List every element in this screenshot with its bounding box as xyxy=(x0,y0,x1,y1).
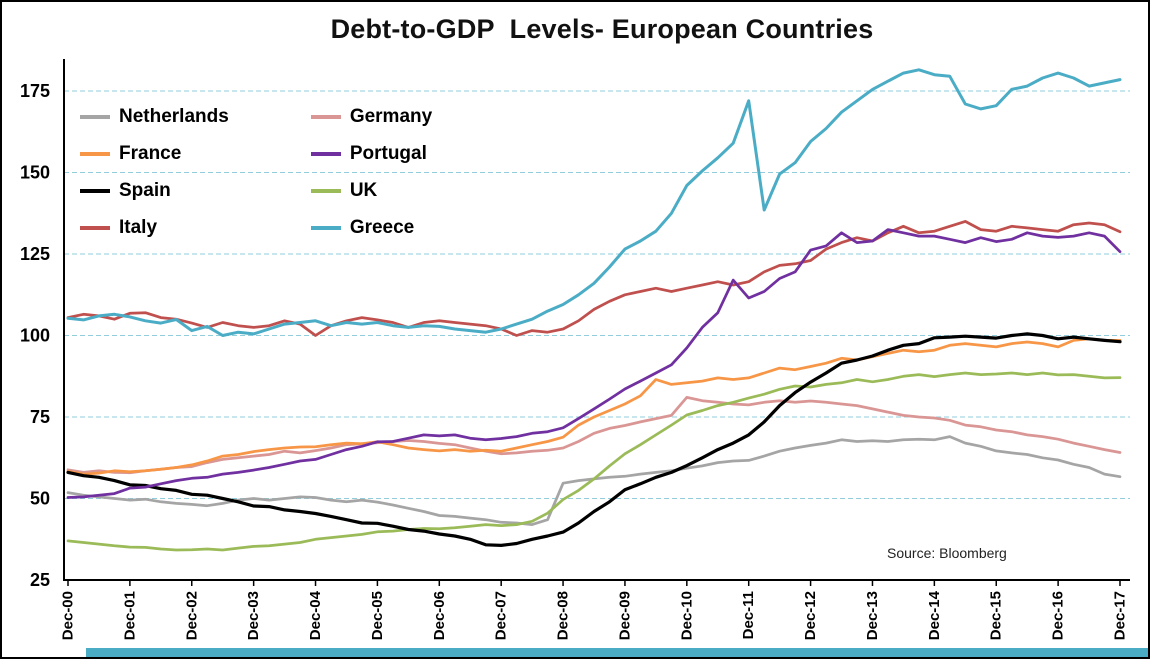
legend-swatch-portugal xyxy=(310,151,341,156)
legend-label: Portugal xyxy=(349,142,427,164)
legend-item-uk: UK xyxy=(310,172,432,209)
y-tick-label: 175 xyxy=(20,81,50,101)
bottom-accent-bar xyxy=(86,648,1148,657)
legend-item-greece: Greece xyxy=(310,209,432,246)
legend-swatch-greece xyxy=(310,225,341,230)
y-tick-label: 125 xyxy=(20,244,50,264)
legend-label: France xyxy=(119,142,182,164)
series-line-greece xyxy=(66,68,1122,337)
x-tick-label: Dec-15 xyxy=(988,591,1005,640)
legend-item-germany: Germany xyxy=(310,98,433,135)
series-line-spain xyxy=(66,332,1122,548)
legend-label: Italy xyxy=(119,216,158,238)
x-tick-label: Dec-12 xyxy=(802,591,819,640)
source-label: Source: Bloomberg xyxy=(887,545,1007,561)
x-tick-label: Dec-11 xyxy=(740,591,757,639)
x-tick-label: Dec-10 xyxy=(678,591,695,640)
series-line-uk xyxy=(66,371,1122,552)
legend-label: UK xyxy=(349,179,378,201)
y-tick-label: 25 xyxy=(30,570,50,590)
legend-label: Greece xyxy=(349,216,415,238)
x-tick-label: Dec-03 xyxy=(245,591,262,640)
legend-label: Netherlands xyxy=(119,105,229,127)
x-tick-label: Dec-16 xyxy=(1050,591,1067,640)
legend-swatch-netherlands xyxy=(80,114,110,119)
y-tick-label: 50 xyxy=(30,489,50,509)
y-tick-label: 150 xyxy=(20,163,50,183)
legend-item-spain: Spain xyxy=(80,172,229,209)
legend-swatch-italy xyxy=(80,225,110,230)
series-line-portugal xyxy=(66,228,1122,499)
legend-swatch-spain xyxy=(80,188,110,193)
legend-item-portugal: Portugal xyxy=(310,135,432,172)
legend-label: Spain xyxy=(119,179,171,201)
x-tick-label: Dec-14 xyxy=(926,590,943,640)
x-tick-label: Dec-02 xyxy=(183,591,200,640)
chart-legend: Netherlands France Spain Italy Germany Portug… xyxy=(80,98,432,246)
x-tick-label: Dec-06 xyxy=(431,591,448,640)
x-tick-label: Dec-01 xyxy=(121,591,138,640)
x-tick-label: Dec-17 xyxy=(1112,591,1129,640)
legend-swatch-france xyxy=(80,151,110,156)
legend-label: Germany xyxy=(349,105,433,127)
legend-swatch-germany xyxy=(310,114,341,119)
x-tick-label: Dec-13 xyxy=(864,591,881,640)
x-tick-label: Dec-09 xyxy=(616,591,633,640)
x-tick-label: Dec-08 xyxy=(555,591,572,640)
x-tick-label: Dec-00 xyxy=(60,591,77,640)
legend-swatch-uk xyxy=(310,188,341,193)
series-line-italy xyxy=(66,220,1122,337)
x-tick-label: Dec-07 xyxy=(493,591,510,640)
x-tick-label: Dec-04 xyxy=(307,590,324,640)
y-tick-label: 100 xyxy=(20,326,50,346)
legend-item-france: France xyxy=(80,135,229,172)
series-line-france xyxy=(66,337,1122,476)
series-line-germany xyxy=(66,396,1122,475)
legend-item-netherlands: Netherlands xyxy=(80,98,229,135)
x-tick-label: Dec-05 xyxy=(369,591,386,640)
legend-item-italy: Italy xyxy=(80,209,229,246)
y-tick-label: 75 xyxy=(30,407,50,427)
chart-title: Debt-to-GDP Levels- European Countries xyxy=(330,14,874,44)
